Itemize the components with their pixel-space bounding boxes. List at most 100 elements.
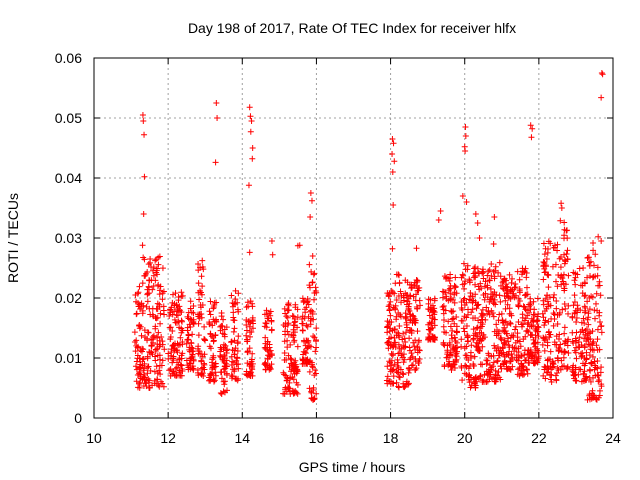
data-point — [395, 383, 402, 390]
data-point — [175, 294, 182, 301]
data-point — [222, 342, 229, 349]
data-point — [547, 240, 554, 247]
data-point — [540, 240, 547, 247]
data-point — [290, 326, 297, 333]
data-point — [426, 330, 433, 337]
data-point — [441, 273, 448, 280]
data-point — [491, 214, 498, 220]
data-point — [212, 159, 219, 166]
data-point — [512, 281, 519, 288]
data-point — [534, 313, 541, 320]
data-point — [468, 342, 475, 349]
data-point — [513, 352, 520, 359]
data-point — [459, 281, 466, 288]
data-point — [545, 284, 552, 291]
y-tick-label: 0 — [74, 410, 82, 426]
data-point — [210, 305, 217, 312]
data-point — [507, 310, 514, 317]
data-point — [305, 344, 312, 351]
data-point — [389, 136, 396, 142]
data-point — [312, 348, 319, 355]
data-point — [201, 323, 208, 330]
data-point — [217, 323, 224, 330]
data-point — [519, 323, 526, 330]
data-point — [488, 353, 495, 360]
data-point — [145, 363, 152, 370]
data-point — [386, 302, 393, 309]
data-point — [546, 294, 553, 301]
data-point — [228, 338, 235, 345]
data-points — [131, 70, 606, 403]
data-point — [509, 363, 516, 370]
data-point — [585, 314, 592, 321]
data-point — [187, 366, 194, 373]
data-point — [132, 291, 139, 298]
data-point — [496, 259, 503, 266]
data-point — [155, 261, 162, 268]
data-point — [582, 304, 589, 311]
data-point — [453, 356, 460, 363]
data-point — [392, 306, 399, 313]
data-point — [313, 344, 320, 351]
data-point — [515, 357, 522, 364]
data-point — [540, 335, 547, 342]
data-point — [414, 285, 421, 292]
data-point — [598, 329, 605, 336]
data-point — [531, 339, 538, 346]
data-point — [589, 346, 596, 353]
data-point — [562, 338, 569, 345]
data-point — [149, 311, 156, 318]
data-point — [521, 268, 528, 275]
data-point — [476, 286, 483, 293]
data-point — [403, 313, 410, 320]
data-point — [235, 333, 242, 340]
data-point — [144, 370, 151, 377]
data-point — [491, 345, 498, 352]
data-point — [550, 310, 557, 317]
data-point — [178, 352, 185, 359]
data-point — [402, 339, 409, 346]
data-point — [229, 299, 236, 306]
data-point — [144, 353, 151, 360]
data-point — [502, 305, 509, 312]
data-point — [498, 365, 505, 372]
data-point — [189, 345, 196, 352]
data-point — [472, 211, 479, 217]
data-point — [479, 306, 486, 313]
data-point — [541, 363, 548, 370]
data-point — [563, 227, 570, 234]
data-point — [502, 328, 509, 335]
data-point — [212, 372, 219, 379]
data-point — [195, 320, 202, 327]
data-point — [499, 345, 506, 352]
data-point — [527, 300, 534, 307]
data-point — [218, 390, 225, 397]
data-point — [581, 368, 588, 375]
data-point — [414, 328, 421, 335]
data-point — [160, 288, 167, 295]
data-point — [406, 335, 413, 342]
data-point — [506, 348, 513, 355]
data-point — [299, 360, 306, 367]
data-point — [564, 256, 571, 263]
data-point — [492, 371, 499, 378]
data-point — [576, 334, 583, 341]
data-point — [296, 242, 303, 249]
data-point — [515, 366, 522, 373]
data-point — [516, 338, 523, 345]
data-point — [560, 362, 567, 369]
data-point — [282, 331, 289, 338]
data-point — [312, 284, 319, 291]
data-point — [141, 256, 148, 263]
data-point — [313, 289, 320, 296]
data-point — [133, 378, 140, 385]
data-point — [542, 375, 549, 382]
data-point — [458, 336, 465, 343]
data-point — [248, 356, 255, 363]
data-point — [150, 332, 157, 339]
data-point — [408, 329, 415, 336]
data-point — [541, 347, 548, 354]
data-point — [153, 363, 160, 370]
data-point — [479, 378, 486, 385]
data-point — [178, 317, 185, 324]
